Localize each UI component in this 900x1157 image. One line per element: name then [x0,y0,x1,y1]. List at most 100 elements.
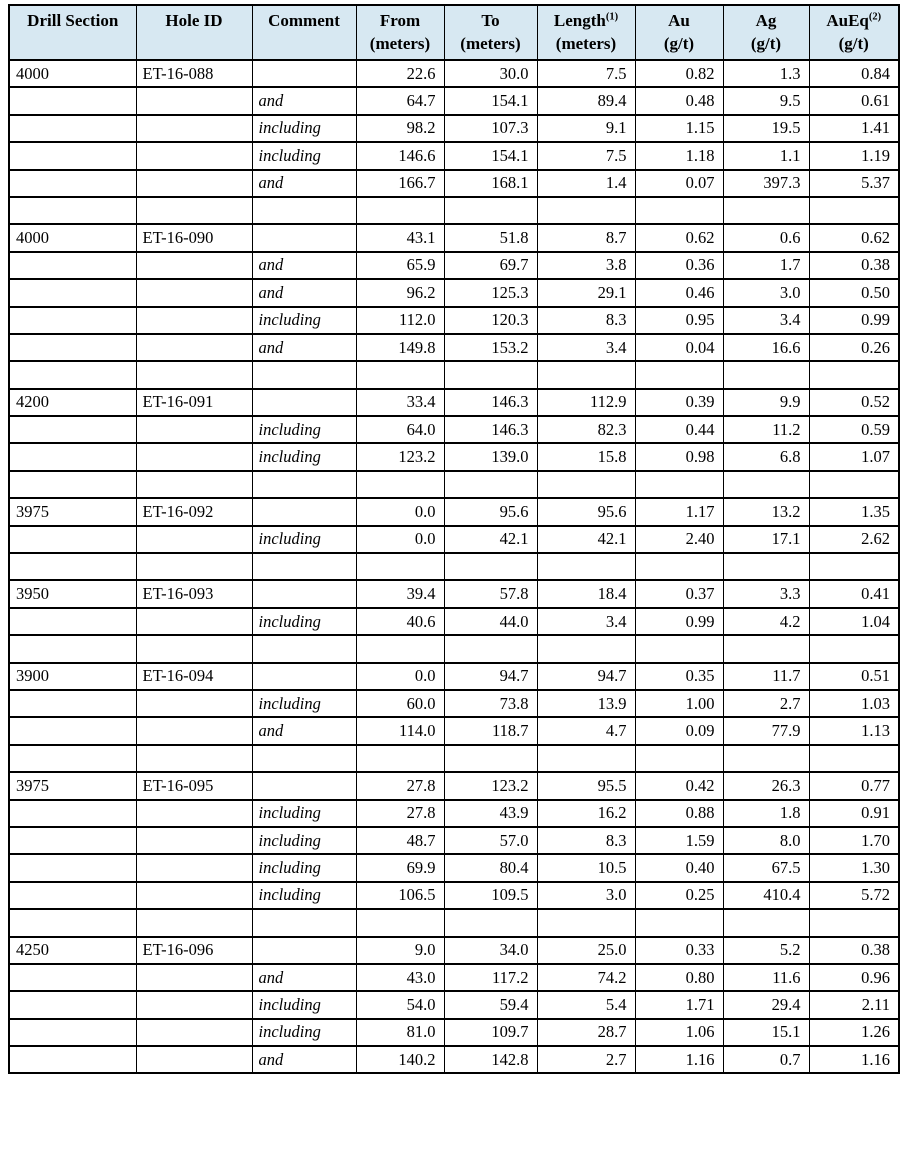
cell-to: 120.3 [443,305,538,335]
cell-drill-section [8,825,137,856]
cell-ag: 1.1 [722,141,810,171]
cell-ag: 397.3 [722,168,810,198]
cell-drill-section [8,908,137,938]
cell-ag: 11.7 [722,661,810,691]
cell-length: 1.4 [536,168,636,198]
column-label: AuEq(2) [826,11,882,30]
cell-au: 0.46 [634,278,724,308]
cell-drill-section [8,195,137,226]
cell-aueq: 0.77 [808,771,900,801]
cell-au: 0.36 [634,250,724,281]
cell-length: 3.8 [536,250,636,281]
cell-hole-id [135,278,253,308]
cell-hole-id [135,524,253,555]
cell-to [443,634,538,664]
cell-au: 0.42 [634,771,724,801]
cell-drill-section [8,469,137,500]
cell-hole-id: ET-16-094 [135,661,253,691]
table-row: and 65.9 69.7 3.8 0.36 1.7 0.38 [8,250,900,281]
cell-au: 0.62 [634,223,724,253]
cell-length: 95.5 [536,771,636,801]
cell-drill-section: 3950 [8,579,137,609]
cell-drill-section [8,880,137,911]
cell-to: 69.7 [443,250,538,281]
cell-ag: 3.0 [722,278,810,308]
cell-from: 27.8 [355,798,445,828]
cell-comment [251,908,357,938]
cell-to: 117.2 [443,962,538,993]
cell-length [536,195,636,226]
table-row: 4200 ET-16-091 33.4 146.3 112.9 0.39 9.9 0.52 [8,387,900,418]
cell-au [634,552,724,582]
cell-drill-section [8,634,137,664]
cell-to: 109.5 [443,880,538,911]
cell-from: 65.9 [355,250,445,281]
cell-length: 112.9 [536,387,636,418]
cell-aueq: 0.38 [808,935,900,965]
cell-comment: including [251,825,357,856]
cell-length [536,743,636,774]
cell-au [634,360,724,390]
header-row: Drill Section Hole ID Comment From (meters) T… [8,4,900,61]
cell-aueq: 1.41 [808,113,900,144]
cell-to [443,743,538,774]
table-row: and 96.2 125.3 29.1 0.46 3.0 0.50 [8,278,900,308]
column-label: Au [668,11,690,30]
cell-length: 7.5 [536,141,636,171]
cell-ag: 9.5 [722,86,810,116]
cell-length: 3.4 [536,606,636,637]
cell-hole-id [135,606,253,637]
cell-length: 42.1 [536,524,636,555]
cell-hole-id [135,798,253,828]
column-header-hole-id: Hole ID [135,4,253,61]
cell-comment: and [251,332,357,363]
cell-length: 3.4 [536,332,636,363]
cell-au: 1.06 [634,1017,724,1048]
cell-au: 0.33 [634,935,724,965]
cell-ag [722,469,810,500]
cell-ag [722,634,810,664]
spacer-row [8,469,900,500]
cell-to: 168.1 [443,168,538,198]
cell-comment: and [251,278,357,308]
column-label: Drill Section [27,11,119,30]
cell-hole-id [135,360,253,390]
cell-comment [251,497,357,527]
footnote-marker: (1) [605,11,619,23]
cell-from: 112.0 [355,305,445,335]
cell-comment [251,195,357,226]
cell-ag: 67.5 [722,853,810,883]
table-row: including 81.0 109.7 28.7 1.06 15.1 1.26 [8,1017,900,1048]
column-unit: (meters) [369,34,431,53]
cell-ag: 2.7 [722,688,810,719]
cell-aueq: 1.70 [808,825,900,856]
cell-hole-id [135,1045,253,1075]
cell-hole-id [135,716,253,746]
cell-aueq: 2.11 [808,990,900,1020]
cell-to: 125.3 [443,278,538,308]
cell-length: 7.5 [536,58,636,89]
column-label: Ag [755,11,777,30]
cell-aueq: 0.41 [808,579,900,609]
cell-comment: including [251,113,357,144]
cell-aueq: 0.52 [808,387,900,418]
cell-au: 0.39 [634,387,724,418]
table-row: and 64.7 154.1 89.4 0.48 9.5 0.61 [8,86,900,116]
cell-comment: including [251,524,357,555]
cell-hole-id [135,990,253,1020]
cell-drill-section [8,360,137,390]
cell-from [355,908,445,938]
cell-ag: 3.3 [722,579,810,609]
cell-ag: 0.6 [722,223,810,253]
cell-length: 25.0 [536,935,636,965]
cell-hole-id [135,250,253,281]
cell-length: 15.8 [536,442,636,472]
table-row: including 69.9 80.4 10.5 0.40 67.5 1.30 [8,853,900,883]
cell-aueq: 5.37 [808,168,900,198]
cell-aueq: 1.03 [808,688,900,719]
cell-length: 8.7 [536,223,636,253]
cell-au: 1.00 [634,688,724,719]
column-label: To [481,11,500,30]
cell-length: 74.2 [536,962,636,993]
column-header-to: To (meters) [443,4,538,61]
